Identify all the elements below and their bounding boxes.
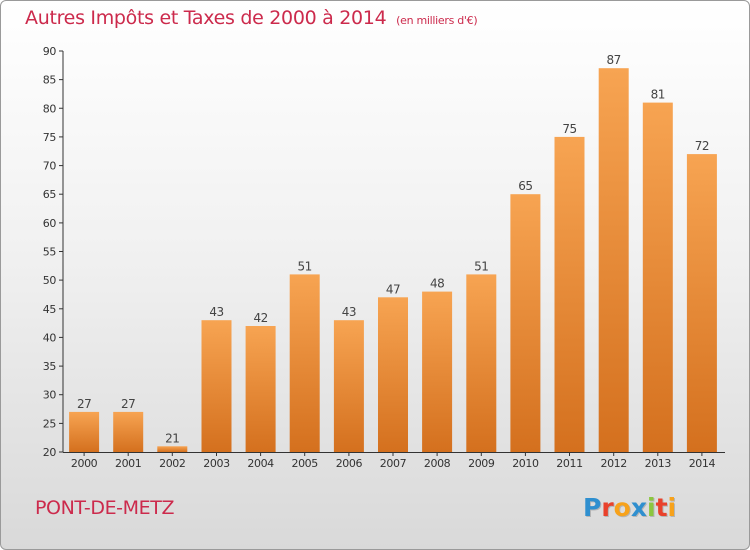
logo-letter: i [647, 493, 656, 522]
y-tick-label: 25 [43, 417, 57, 430]
x-tick-label: 2009 [468, 457, 495, 470]
proxiti-logo: Proxiti [583, 493, 676, 523]
bar-value-label: 43 [342, 305, 356, 319]
x-tick-label: 2006 [336, 457, 363, 470]
x-tick-label: 2002 [159, 457, 185, 470]
logo-letter: r [601, 493, 614, 522]
bar [289, 274, 320, 452]
bar-value-label: 72 [695, 139, 709, 153]
bar-value-label: 81 [651, 88, 665, 102]
x-tick-label: 2005 [291, 457, 318, 470]
bar [686, 154, 717, 452]
bar [422, 291, 453, 452]
logo-letter: o [613, 493, 631, 522]
x-tick-label: 2013 [645, 457, 672, 470]
y-tick-label: 30 [43, 389, 57, 402]
bar [510, 194, 541, 452]
x-tick-label: 2004 [247, 457, 274, 470]
x-tick-label: 2010 [512, 457, 539, 470]
bar [333, 320, 364, 452]
x-tick-label: 2008 [424, 457, 451, 470]
x-tick-label: 2011 [556, 457, 582, 470]
bar [157, 446, 188, 452]
bar-value-label: 43 [209, 305, 223, 319]
bar [69, 411, 100, 452]
bar [642, 102, 673, 452]
chart-title-unit: (en milliers d'€) [396, 14, 478, 27]
y-tick-label: 40 [43, 331, 57, 344]
chart-title-text: Autres Impôts et Taxes de 2000 à 2014 [25, 7, 387, 29]
bar-value-label: 51 [298, 259, 312, 273]
y-tick-label: 45 [43, 303, 57, 316]
logo-letter: t [655, 493, 668, 522]
y-tick-label: 50 [43, 274, 57, 287]
y-tick-label: 90 [43, 45, 57, 58]
city-name: PONT-DE-METZ [35, 497, 175, 519]
bar-value-label: 48 [430, 277, 444, 291]
y-tick-label: 80 [43, 102, 57, 115]
y-tick-label: 35 [43, 360, 57, 373]
bar [245, 326, 276, 452]
y-tick-label: 65 [43, 188, 57, 201]
bar-value-label: 27 [121, 397, 135, 411]
x-tick-label: 2000 [71, 457, 98, 470]
bar-value-label: 27 [77, 397, 91, 411]
bar [113, 411, 144, 452]
y-tick-label: 60 [43, 217, 57, 230]
y-tick-label: 70 [43, 160, 57, 173]
bar [378, 297, 408, 452]
bar-value-label: 47 [386, 282, 400, 296]
logo-letter: x [630, 493, 647, 522]
x-tick-label: 2014 [689, 457, 716, 470]
bar [598, 68, 629, 452]
x-tick-label: 2003 [203, 457, 230, 470]
x-tick-label: 2012 [600, 457, 626, 470]
y-tick-label: 85 [43, 74, 57, 87]
y-tick-label: 75 [43, 131, 57, 144]
logo-letter: i [667, 493, 677, 522]
y-tick-label: 55 [43, 246, 57, 259]
bar-value-label: 21 [165, 431, 179, 445]
logo-letter: P [583, 493, 602, 522]
y-tick-label: 20 [43, 446, 57, 459]
chart-title: Autres Impôts et Taxes de 2000 à 2014 (e… [25, 7, 478, 29]
bar [466, 274, 497, 452]
bar [554, 136, 585, 452]
x-tick-label: 2001 [115, 457, 141, 470]
bar [201, 320, 232, 452]
bar-value-label: 65 [518, 179, 532, 193]
bar-value-label: 75 [562, 122, 576, 136]
bar-value-label: 87 [607, 53, 621, 67]
bar-value-label: 42 [253, 311, 267, 325]
bar-value-label: 51 [474, 259, 488, 273]
x-tick-label: 2007 [380, 457, 407, 470]
